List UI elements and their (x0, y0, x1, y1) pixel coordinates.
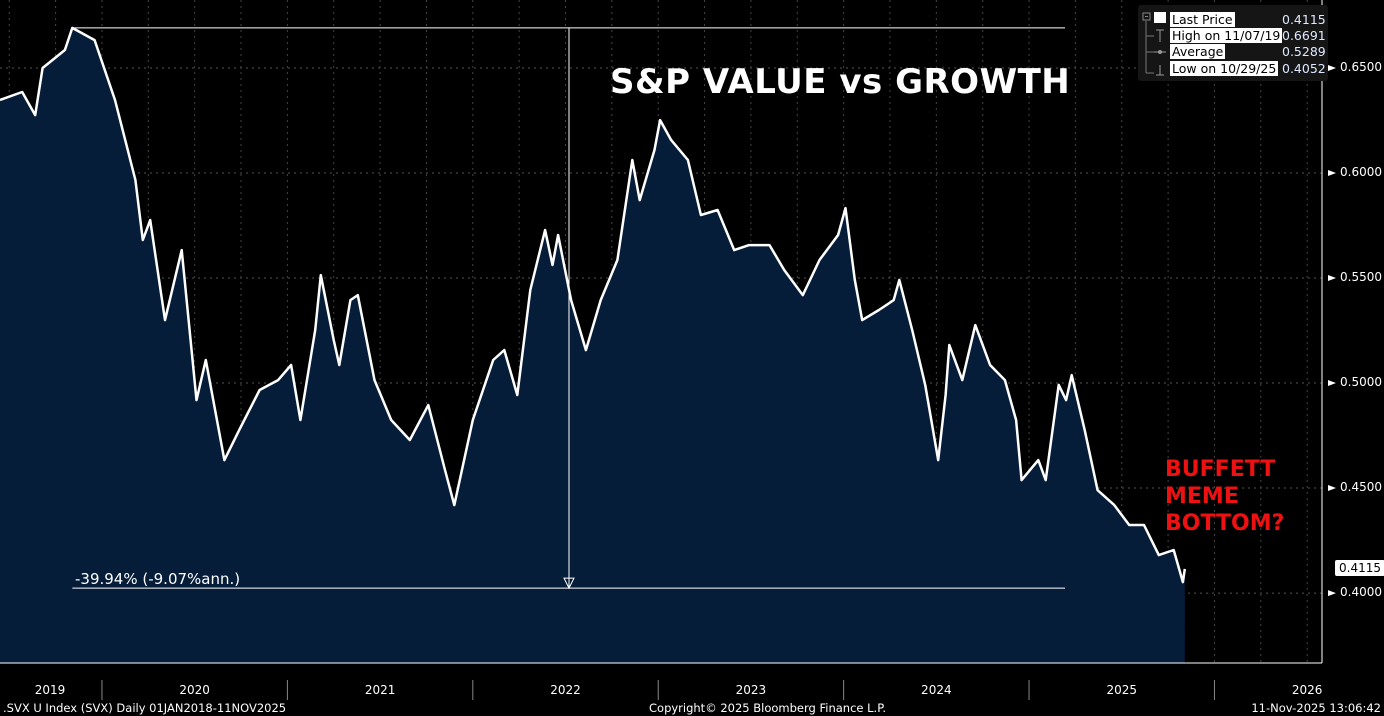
legend-item-high: High on 11/07/19 0.6691 (1170, 28, 1326, 43)
chart-title: S&P VALUE vs GROWTH (610, 62, 1071, 102)
y-tick-marker (1328, 170, 1336, 177)
change-arrow-head (563, 577, 575, 590)
legend[interactable]: Last Price 0.4115 High on 11/07/19 0.6691 … (1138, 5, 1328, 81)
y-tick-label: 0.6000 (1340, 165, 1382, 180)
legend-label: High on 11/07/19 (1170, 28, 1283, 43)
x-axis (101, 680, 1215, 700)
series-area-fill (0, 27, 1185, 663)
y-tick-marker (1328, 590, 1336, 597)
legend-label: Low on 10/29/25 (1170, 61, 1279, 76)
x-tick-label: 2025 (1106, 683, 1138, 697)
y-tick-marker (1328, 485, 1336, 492)
x-tick-label: 2026 (1291, 683, 1323, 697)
annotation-line: BUFFETT (1165, 457, 1276, 482)
x-tick-label: 2020 (179, 683, 210, 697)
legend-icons (1142, 12, 1166, 76)
x-tick-label: 2022 (550, 683, 581, 697)
legend-item-last-price: Last Price 0.4115 (1170, 12, 1326, 27)
x-tick-label: 2024 (921, 683, 952, 697)
x-tick-label: 2019 (34, 683, 66, 697)
y-tick-label: 0.6500 (1340, 60, 1382, 75)
footer-copyright: Copyright© 2025 Bloomberg Finance L.P. (649, 701, 886, 715)
y-tick-marker (1328, 380, 1336, 387)
y-axis-ticks (1328, 65, 1336, 597)
footer-security: .SVX U Index (SVX) Daily 01JAN2018-11NOV… (3, 701, 287, 715)
legend-item-low: Low on 10/29/25 0.4052 (1170, 61, 1326, 76)
legend-label: Average (1170, 44, 1226, 59)
y-tick-marker (1328, 65, 1336, 72)
change-label: -39.94% (-9.07%ann.) (75, 570, 241, 588)
footer-timestamp: 11-Nov-2025 13:06:42 (1251, 701, 1381, 715)
legend-value: 0.4052 (1282, 61, 1326, 76)
y-tick-label: 0.5000 (1340, 375, 1382, 390)
annotation-line: BOTTOM? (1165, 511, 1285, 536)
y-tick-label: 0.4000 (1340, 585, 1382, 600)
last-price-tag: 0.4115 (1335, 560, 1384, 576)
y-tick-label: 0.4500 (1340, 480, 1382, 495)
legend-value: 0.4115 (1282, 12, 1326, 27)
annotation-line: MEME (1165, 484, 1239, 509)
legend-value: 0.5289 (1282, 44, 1326, 59)
annotation-text: BUFFETT MEME BOTTOM? (1165, 456, 1284, 537)
legend-label: Last Price (1170, 12, 1235, 27)
x-tick-label: 2023 (735, 683, 767, 697)
x-tick-label: 2021 (364, 683, 396, 697)
high-low-annotation (72, 27, 1065, 590)
legend-value: 0.6691 (1282, 28, 1326, 43)
y-tick-label: 0.5500 (1340, 270, 1382, 285)
legend-item-average: Average 0.5289 (1170, 44, 1326, 59)
series-line (0, 26, 1187, 584)
y-tick-marker (1328, 275, 1336, 282)
